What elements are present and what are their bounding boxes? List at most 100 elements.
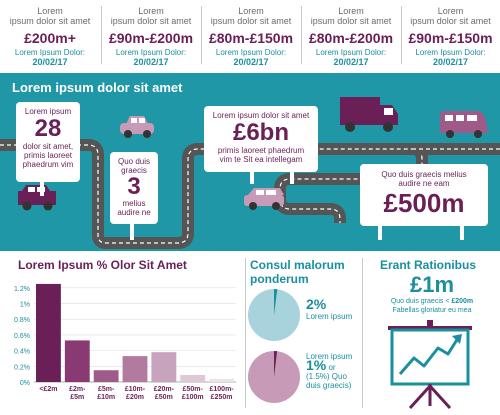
- stat-date: 20/02/17: [133, 57, 169, 67]
- x-tick-label: £100m-: [210, 386, 235, 393]
- road-title: Lorem ipsum dolor sit amet: [12, 80, 183, 95]
- jeep-icon: [18, 185, 56, 211]
- bar-chart-title: Lorem Ipsum % Olor Sit Amet: [18, 258, 187, 272]
- sign-post: [40, 180, 44, 196]
- stat-label: Lorem: [37, 6, 63, 16]
- x-tick-label: £20m-: [154, 386, 175, 393]
- van-icon: [440, 111, 488, 138]
- stat-updated: Lorem Ipsum Dolor:: [415, 48, 486, 57]
- bar: [180, 374, 206, 382]
- stat-updated: Lorem Ipsum Dolor:: [315, 48, 387, 57]
- x-tick-label: £5m: [70, 394, 84, 401]
- sign-3-text-1: primis laoreet phaedrum: [217, 146, 305, 155]
- road-illustration: [0, 97, 500, 249]
- y-tick-label: 0.4%: [14, 349, 30, 356]
- stat-updated: Lorem Ipsum Dolor:: [215, 48, 287, 57]
- stat-card-4: Lorem ipsum dolor sit amet £80m-£200m Lo…: [304, 0, 398, 70]
- sign-1-top: Lorem ipsum: [24, 107, 72, 116]
- pie-2-value-line: 1% or: [306, 358, 352, 372]
- pie-2-slice: [274, 351, 278, 377]
- divider: [362, 258, 363, 408]
- sign-4-top-2: audire ne eam: [398, 179, 450, 188]
- truck-icon: [340, 97, 398, 132]
- stat-range: £200m+: [24, 30, 76, 46]
- divider: [401, 6, 402, 64]
- bar: [36, 283, 61, 382]
- sign-2-top-2: graecis: [121, 166, 147, 175]
- sign-2-text-2: audire ne: [117, 208, 151, 217]
- sign-2-number: 3: [127, 173, 141, 200]
- y-tick-label: 1%: [20, 302, 30, 309]
- erant-line-1-value: £200m: [451, 298, 474, 305]
- sign-1-text-3: phaedrum vim: [22, 160, 74, 169]
- stat-label-2: ipsum dolor sit amet: [9, 16, 91, 26]
- pie-2-text-2: (1.5%) Quo: [306, 372, 347, 381]
- pie-2-or: or: [328, 363, 336, 372]
- pie-2-value: 1%: [306, 357, 327, 373]
- stat-label-2: ipsum dolor sit amet: [210, 16, 292, 26]
- stat-card-1: Lorem ipsum dolor sit amet £200m+ Lorem …: [4, 0, 96, 70]
- stat-date: 20/02/17: [432, 57, 469, 67]
- erant-line-1-prefix: Quo duis graecis <: [390, 298, 450, 305]
- x-tick-label: £5m-: [98, 386, 115, 393]
- divider: [301, 6, 302, 64]
- stat-label: Lorem: [437, 6, 464, 16]
- pie-chart-1: [248, 289, 300, 341]
- stat-card-5: Lorem ipsum dolor sit amet £90m-£150m Lo…: [403, 0, 498, 70]
- x-tick-label: £10m-: [125, 386, 146, 393]
- divider: [101, 6, 102, 64]
- pie-title-line-2: ponderum: [250, 272, 309, 286]
- pie-1-slice: [274, 289, 278, 315]
- pie-section-title: Consul malorum ponderum: [250, 258, 345, 286]
- sign-1-text-2: primis laoreet: [23, 151, 72, 160]
- sign-2-top-1: Quo duis: [117, 157, 151, 166]
- pie-2-label: Lorem ipsum 1% or (1.5%) Quo duis graeci…: [306, 352, 352, 390]
- pie-chart-2: [248, 351, 300, 403]
- y-tick-label: 0.8%: [14, 317, 30, 324]
- y-tick-label: 1.2%: [14, 286, 30, 293]
- y-tick-label: 0.2%: [14, 364, 30, 371]
- y-tick-label: 0.6%: [14, 333, 30, 340]
- sign-3-number: £6bn: [232, 119, 289, 146]
- sign-post: [250, 170, 254, 184]
- bar: [93, 370, 119, 382]
- stat-label: Lorem: [338, 6, 364, 16]
- pie-1-value: 2%: [306, 296, 327, 312]
- stat-label-2: ipsum dolor sit amet: [410, 16, 491, 26]
- sign-2: Quo duis graecis 3 melius audire ne: [110, 152, 158, 224]
- sign-4-number: £500m: [383, 188, 465, 218]
- bar: [209, 378, 234, 382]
- stat-range: £90m-£150m: [408, 30, 493, 46]
- stat-card-2: Lorem ipsum dolor sit amet £90m-£200m Lo…: [104, 0, 198, 70]
- stat-range: £80m-£200m: [308, 30, 394, 46]
- stat-range: £90m-£200m: [108, 30, 194, 46]
- bar: [64, 340, 90, 382]
- erant-amount: £1m: [409, 272, 455, 297]
- stat-label: Lorem: [138, 6, 164, 16]
- stat-card-3: Lorem ipsum dolor sit amet £80m-£150m Lo…: [204, 0, 298, 70]
- x-tick-label: <£2m: [39, 386, 57, 393]
- sign-post: [378, 224, 382, 240]
- stat-label: Lorem: [238, 6, 264, 16]
- bar-chart: 0%0.2%0.4%0.6%0.8%1%1.2%<£2m £2m-£5m£5m-£…: [14, 283, 236, 401]
- pie-title-line-1: Consul malorum: [250, 258, 345, 272]
- sign-2-text-1: melius: [122, 199, 146, 208]
- x-tick-label: £100m: [182, 394, 204, 401]
- erant-title: Erant Rationibus: [380, 258, 477, 272]
- pie-1-text: Lorem ipsum: [306, 312, 353, 321]
- sign-post: [460, 224, 464, 240]
- divider: [245, 258, 246, 408]
- sign-3-top: Lorem ipsum dolor sit amet: [212, 111, 310, 120]
- car-icon: [120, 116, 154, 138]
- erant-line-2: Fabellas gloriatur eu mea: [392, 307, 472, 314]
- sign-1-number: 28: [34, 115, 62, 142]
- stat-updated: Lorem Ipsum Dolor:: [115, 48, 187, 57]
- presentation-board-icon: [388, 320, 472, 410]
- pie-2-text-3: duis graecis): [306, 381, 352, 390]
- x-tick-label: £50m: [155, 394, 173, 401]
- stat-date: 20/02/17: [233, 57, 269, 67]
- pie-2-text-1: Lorem ipsum: [306, 352, 353, 361]
- sign-4-top-1: Quo duis graecis melius: [381, 170, 467, 179]
- x-tick-label: £2m-: [69, 386, 86, 393]
- x-tick-label: £250m: [211, 394, 233, 401]
